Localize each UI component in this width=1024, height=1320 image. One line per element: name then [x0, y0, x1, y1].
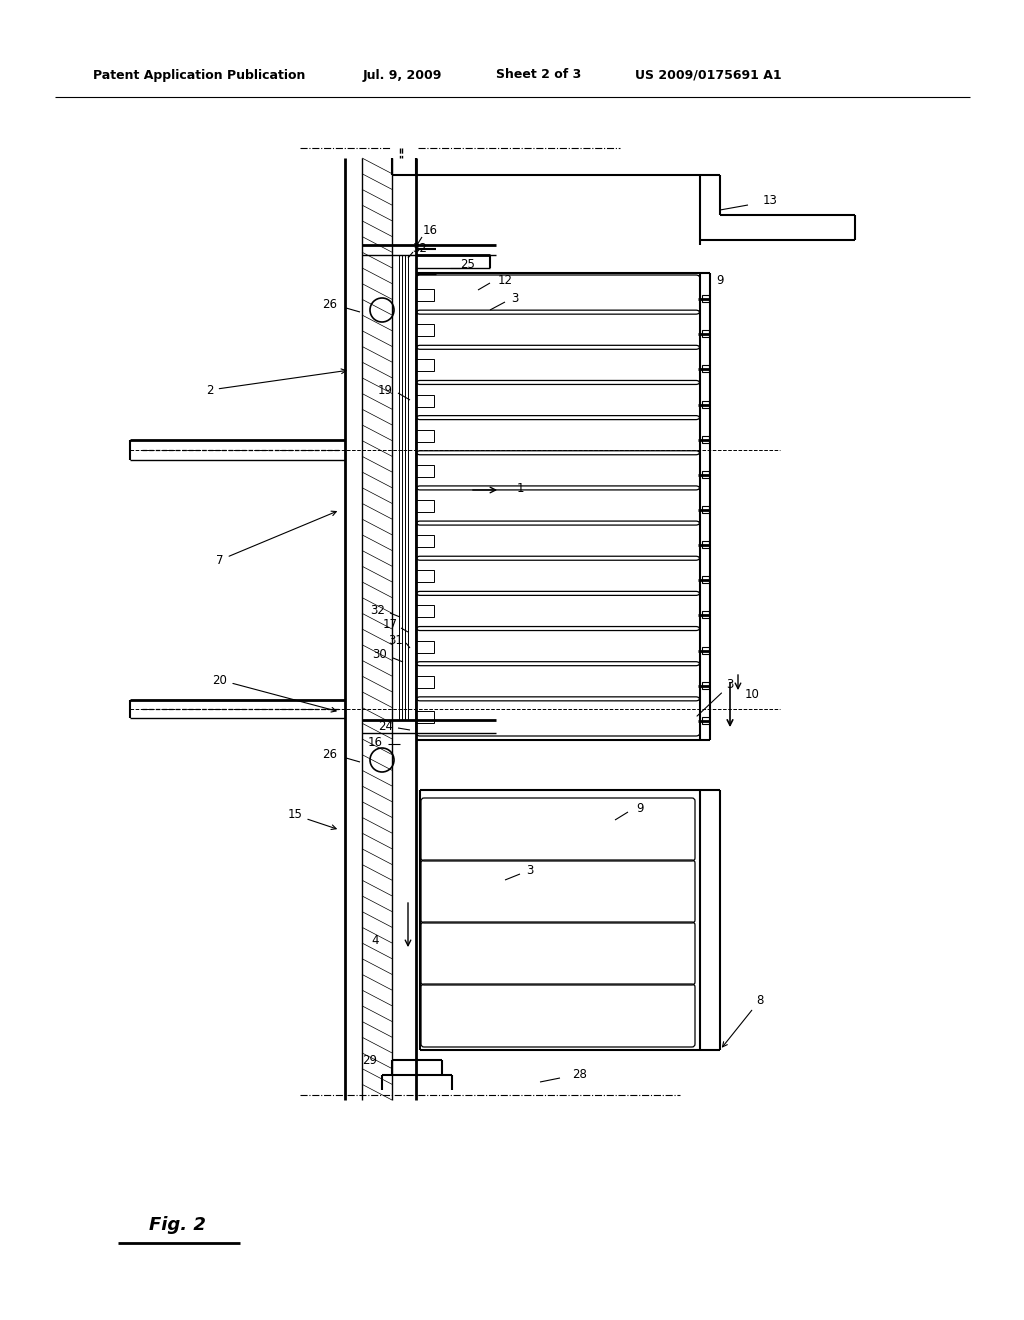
Text: Jul. 9, 2009: Jul. 9, 2009 — [362, 69, 442, 82]
Text: 20: 20 — [213, 673, 336, 711]
Bar — [702, 330, 709, 337]
Bar — [416, 465, 434, 477]
Text: Patent Application Publication: Patent Application Publication — [93, 69, 305, 82]
Text: 15: 15 — [288, 808, 336, 829]
Bar — [702, 436, 709, 442]
Text: 25: 25 — [461, 259, 475, 272]
Bar — [416, 430, 434, 442]
Text: 3: 3 — [697, 678, 733, 715]
Bar — [416, 359, 434, 371]
Bar — [416, 676, 434, 688]
Bar — [416, 535, 434, 548]
Text: 10: 10 — [744, 689, 760, 701]
Bar — [416, 640, 434, 652]
Text: 3: 3 — [526, 863, 534, 876]
Text: 13: 13 — [763, 194, 777, 206]
Bar — [416, 289, 434, 301]
Bar — [416, 500, 434, 512]
Text: 24: 24 — [379, 719, 393, 733]
Bar — [702, 717, 709, 723]
Bar — [416, 711, 434, 723]
Text: 9: 9 — [636, 801, 644, 814]
Text: 19: 19 — [378, 384, 392, 396]
Text: 2: 2 — [206, 368, 346, 396]
Text: 12: 12 — [498, 273, 512, 286]
Text: Fig. 2: Fig. 2 — [148, 1216, 206, 1234]
Text: US 2009/0175691 A1: US 2009/0175691 A1 — [635, 69, 781, 82]
Bar — [702, 471, 709, 478]
Text: Sheet 2 of 3: Sheet 2 of 3 — [496, 69, 582, 82]
Text: 28: 28 — [572, 1068, 588, 1081]
Text: 32: 32 — [413, 242, 427, 255]
Bar — [702, 647, 709, 653]
Text: 7: 7 — [216, 511, 336, 566]
Text: 32: 32 — [371, 603, 385, 616]
Text: 16: 16 — [368, 735, 383, 748]
Text: 16: 16 — [423, 223, 437, 236]
Bar — [702, 400, 709, 408]
Bar — [702, 611, 709, 619]
Bar — [416, 395, 434, 407]
Bar — [702, 577, 709, 583]
Bar — [416, 606, 434, 618]
Text: 30: 30 — [373, 648, 387, 661]
Bar — [702, 296, 709, 302]
Text: 26: 26 — [323, 748, 338, 762]
Bar — [702, 506, 709, 513]
Text: 1: 1 — [516, 482, 523, 495]
Text: 29: 29 — [362, 1053, 378, 1067]
Text: 26: 26 — [323, 298, 338, 312]
Bar — [702, 541, 709, 548]
Text: 3: 3 — [511, 292, 519, 305]
Bar — [702, 366, 709, 372]
Text: 17: 17 — [383, 619, 397, 631]
Text: 31: 31 — [388, 634, 403, 647]
Text: 8: 8 — [723, 994, 764, 1047]
Text: 9: 9 — [716, 273, 724, 286]
Bar — [702, 681, 709, 689]
Bar — [416, 570, 434, 582]
Bar — [416, 325, 434, 337]
Text: 4: 4 — [372, 933, 379, 946]
